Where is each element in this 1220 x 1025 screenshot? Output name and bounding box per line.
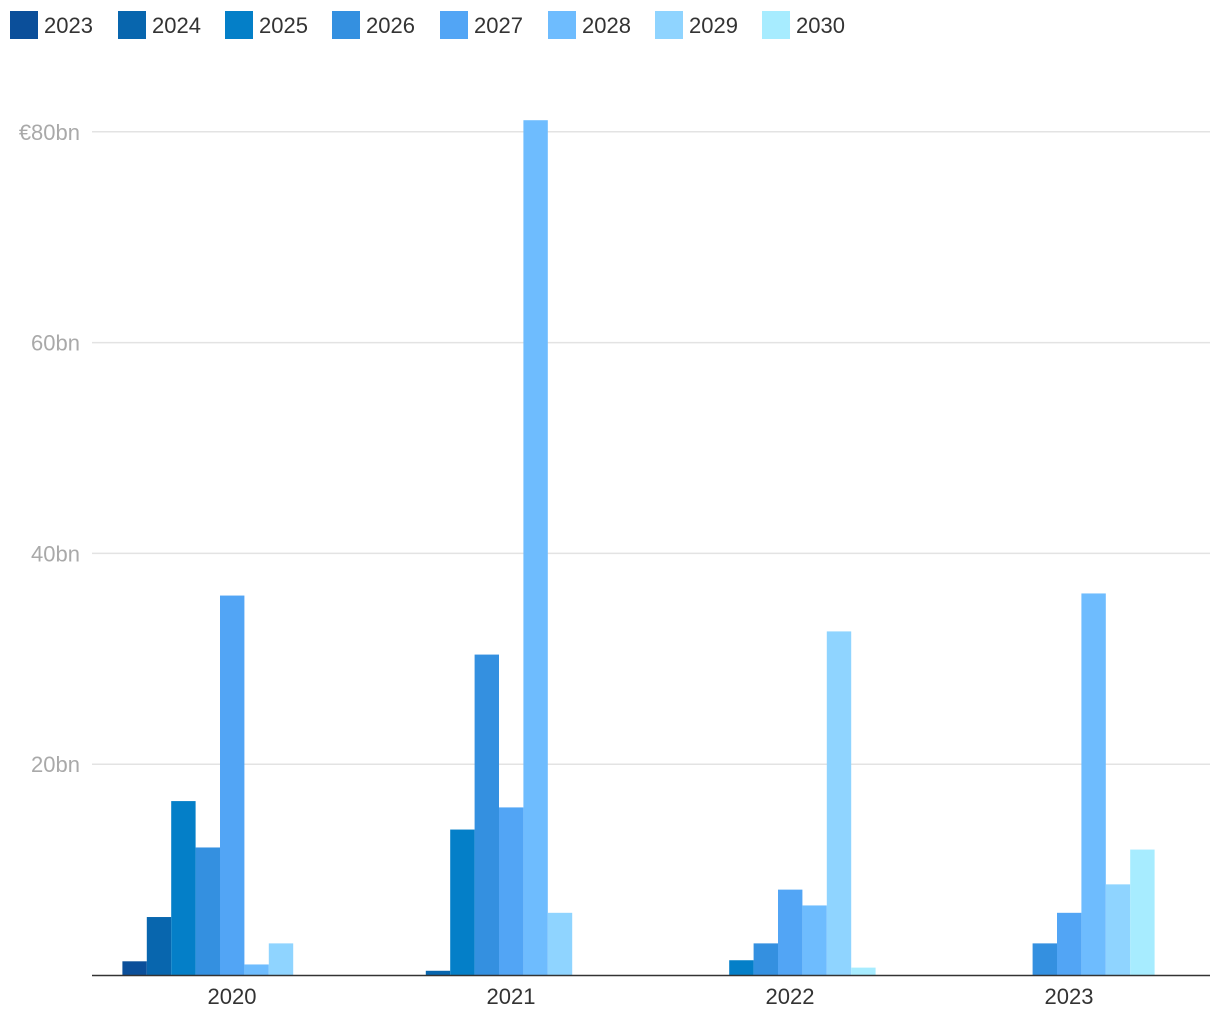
bar-2021-2029 <box>547 912 573 975</box>
legend: 2023 2024 2025 2026 2027 2028 2029 2030 <box>10 11 845 39</box>
legend-label-2023: 2023 <box>44 13 93 38</box>
bar-2022-2029 <box>826 631 852 975</box>
bar-2022-2025 <box>729 960 754 975</box>
bar-2021-2024 <box>425 970 451 975</box>
y-tick-label: 20bn <box>31 752 80 777</box>
y-tick-label: 60bn <box>31 331 80 356</box>
legend-swatch-2028 <box>548 11 576 39</box>
legend-swatch-2030 <box>762 11 790 39</box>
y-tick-label: €80bn <box>19 120 80 145</box>
x-axis-tick-labels: 2020 2021 2022 2023 <box>208 984 1094 1009</box>
bar-2020-2023 <box>122 961 147 975</box>
bar-2023-2030 <box>1130 849 1155 975</box>
bar-2022-2027 <box>778 889 803 975</box>
legend-label-2028: 2028 <box>582 13 631 38</box>
bars <box>122 120 1155 975</box>
legend-swatch-2027 <box>440 11 468 39</box>
y-axis-tick-labels: 20bn 40bn 60bn €80bn <box>19 120 80 777</box>
bar-2023-2029 <box>1105 884 1131 975</box>
bar-2023-2027 <box>1057 912 1082 975</box>
legend-swatch-2029 <box>655 11 683 39</box>
legend-swatch-2026 <box>332 11 360 39</box>
bar-2022-2028 <box>802 905 827 975</box>
legend-label-2024: 2024 <box>152 13 201 38</box>
bar-2020-2024 <box>146 917 172 975</box>
bar-2020-2028 <box>244 964 269 975</box>
bar-2020-2027 <box>220 595 245 975</box>
y-tick-label: 40bn <box>31 541 80 566</box>
bar-2021-2025 <box>450 829 475 975</box>
bar-2020-2029 <box>268 943 294 975</box>
bar-2021-2028 <box>523 120 548 975</box>
legend-swatch-2024 <box>118 11 146 39</box>
legend-label-2029: 2029 <box>689 13 738 38</box>
gridlines <box>92 131 1210 765</box>
legend-label-2026: 2026 <box>366 13 415 38</box>
bar-2021-2026 <box>474 654 499 975</box>
bar-2023-2026 <box>1032 943 1057 975</box>
bar-2021-2027 <box>499 807 524 975</box>
x-tick-label: 2021 <box>487 984 536 1009</box>
bar-2020-2026 <box>195 847 220 975</box>
legend-label-2030: 2030 <box>796 13 845 38</box>
x-tick-label: 2023 <box>1045 984 1094 1009</box>
legend-label-2025: 2025 <box>259 13 308 38</box>
bar-2022-2030 <box>851 967 876 975</box>
bar-2022-2026 <box>753 943 778 975</box>
legend-swatch-2025 <box>225 11 253 39</box>
legend-label-2027: 2027 <box>474 13 523 38</box>
x-tick-label: 2022 <box>766 984 815 1009</box>
bar-2023-2028 <box>1081 593 1106 975</box>
x-tick-label: 2020 <box>208 984 257 1009</box>
bar-2020-2025 <box>171 801 196 975</box>
legend-swatch-2023 <box>10 11 38 39</box>
